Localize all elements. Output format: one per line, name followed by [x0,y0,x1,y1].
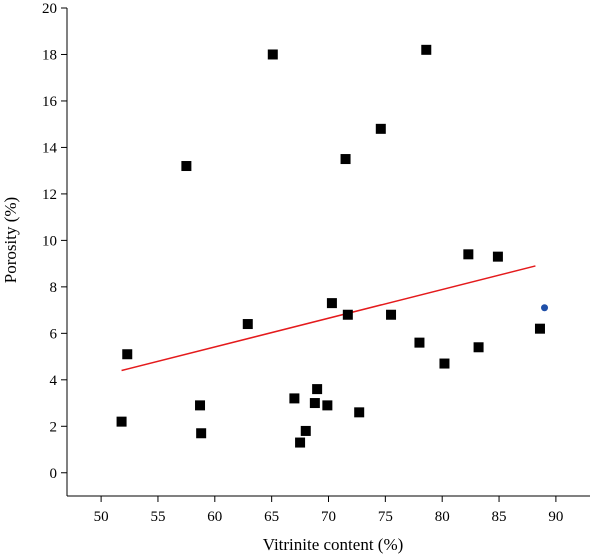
x-tick-label: 80 [435,509,450,525]
y-tick-label: 6 [50,326,58,342]
y-tick-label: 14 [42,140,58,156]
data-point-square [196,428,207,439]
x-tick-label: 90 [548,509,563,525]
data-point-square [492,251,503,262]
y-tick-label: 16 [42,94,58,110]
data-point-square [534,323,545,334]
y-tick-label: 8 [50,280,58,296]
data-point-square [414,337,425,348]
data-point-square [439,358,450,369]
data-point-square [463,249,474,260]
x-tick-label: 55 [150,509,165,525]
data-point-square [340,154,351,165]
data-point-square [309,398,320,409]
data-point-square [122,349,133,360]
x-tick-label: 50 [94,509,109,525]
data-point-square [242,319,253,330]
trendline-layer [121,265,536,372]
data-point-square [289,393,300,404]
data-point-square [326,298,337,309]
y-tick-label: 18 [42,47,57,63]
x-axis-title: Vitrinite content (%) [263,535,404,554]
data-point-square [181,161,192,172]
axes: 50 55 60 65 70 75 80 85 90 0 2 4 6 8 10 12 14 16 18 20 [42,1,590,525]
data-point-square [375,123,386,134]
data-point-square [421,44,432,55]
data-point-square [295,437,306,448]
data-point-square [322,400,333,411]
y-tick-label: 12 [42,187,57,203]
data-point-square [116,416,127,427]
y-tick-label: 20 [42,1,57,17]
y-tick-label: 0 [50,466,58,482]
x-tick-label: 65 [264,509,279,525]
x-tick-label: 85 [492,509,507,525]
data-point-square [300,425,311,436]
y-tick-label: 10 [42,233,57,249]
x-tick-label: 75 [378,509,393,525]
data-point-square [342,309,353,320]
trendline [121,265,536,372]
x-tick-label: 60 [207,509,222,525]
data-point-square [473,342,484,353]
data-point-square [267,49,278,60]
data-point-square [312,384,323,395]
data-point-square [386,309,397,320]
data-point-square [354,407,365,418]
data-points [116,44,549,448]
y-tick-label: 2 [50,419,58,435]
data-point-circle [541,304,549,312]
data-point-square [195,400,206,411]
y-axis-title: Porosity (%) [1,197,20,283]
x-tick-label: 70 [321,509,336,525]
y-tick-label: 4 [50,373,58,389]
